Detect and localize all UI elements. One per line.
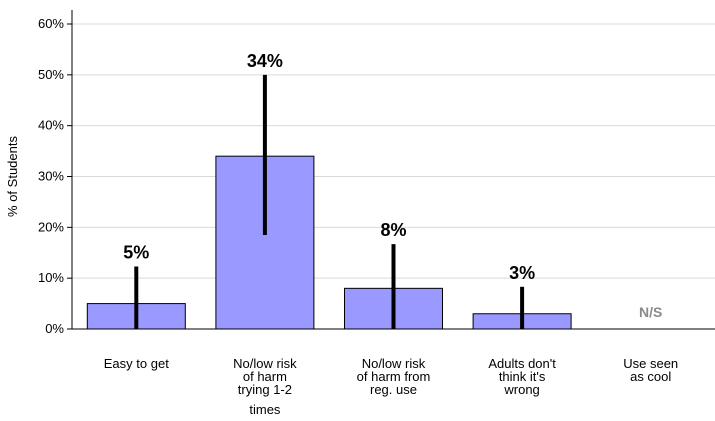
y-tick-label: 20%	[38, 219, 64, 234]
y-tick-label: 10%	[38, 270, 64, 285]
data-label-ns: N/S	[639, 304, 662, 320]
x-tick-label: Adults don't	[488, 356, 556, 371]
x-tick-label: of harm from	[357, 369, 431, 384]
data-label: 34%	[247, 51, 283, 71]
x-tick-label: Use seen	[623, 356, 678, 371]
y-tick-label: 0%	[45, 321, 64, 336]
x-tick-label: reg. use	[370, 382, 417, 397]
y-tick-label: 40%	[38, 118, 64, 133]
x-tick-label: No/low risk	[362, 356, 426, 371]
y-tick-label: 50%	[38, 67, 64, 82]
x-tick-label: Easy to get	[104, 356, 169, 371]
x-tick-label: think it's	[499, 369, 546, 384]
data-label: 3%	[509, 263, 535, 283]
x-tick-label: wrong	[503, 382, 539, 397]
y-tick-label: 30%	[38, 169, 64, 184]
x-tick-label: of harm	[243, 369, 287, 384]
x-tick-label: as cool	[630, 369, 671, 384]
x-tick-label: times	[249, 402, 281, 417]
x-tick-label: No/low risk	[233, 356, 297, 371]
data-label: 5%	[123, 242, 149, 262]
y-axis-title: % of Students	[5, 136, 20, 217]
data-label: 8%	[380, 220, 406, 240]
y-tick-label: 60%	[38, 16, 64, 31]
x-tick-label: trying 1-2	[238, 382, 292, 397]
